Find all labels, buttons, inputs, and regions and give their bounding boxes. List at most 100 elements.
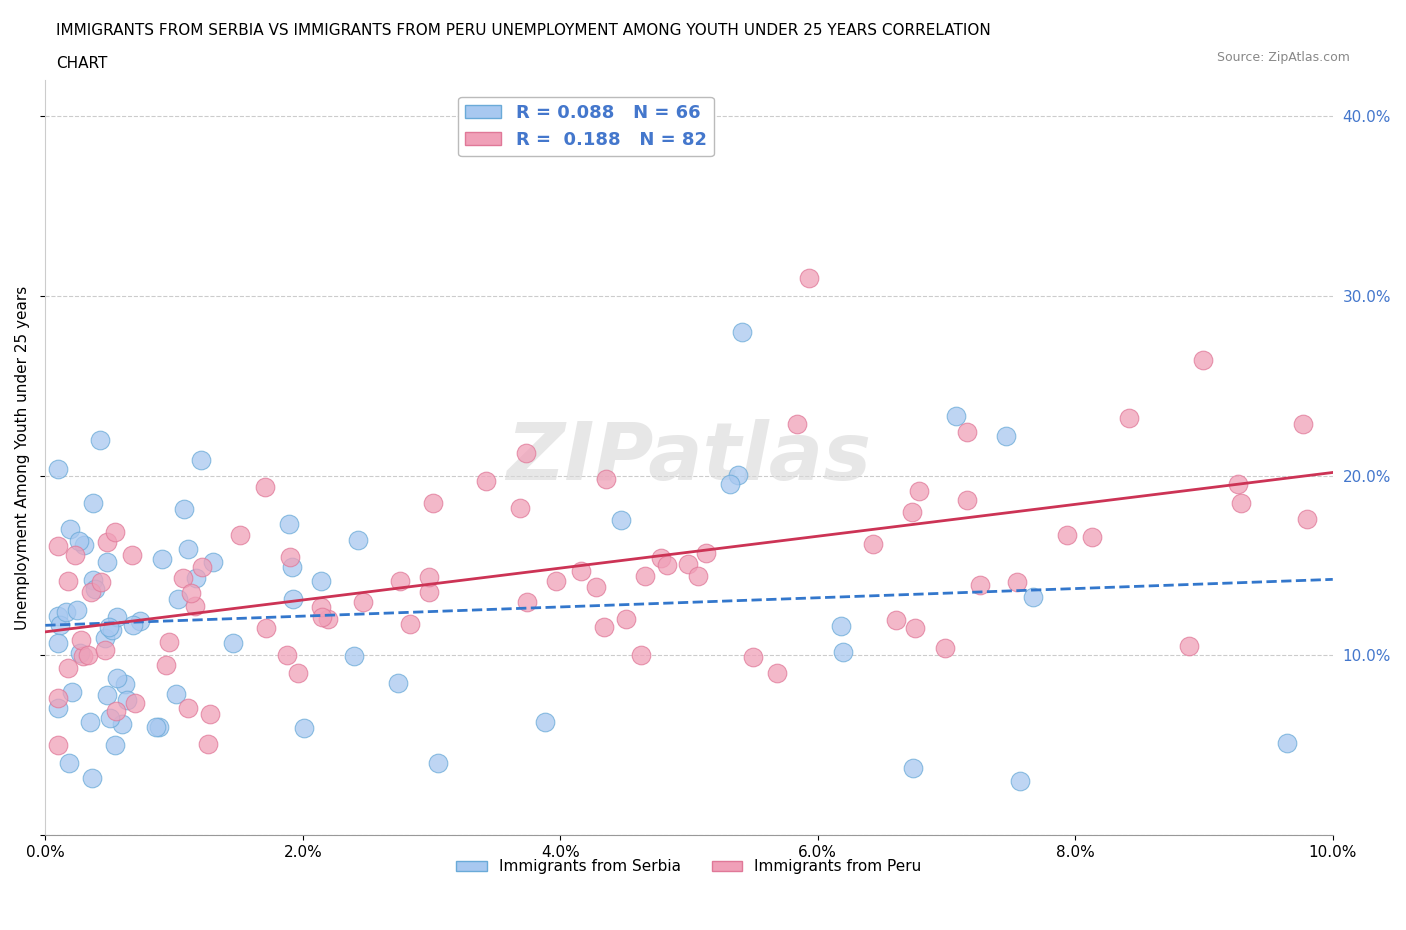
Point (287, 666, 309, 681)
Point (418, 585, 440, 600)
Point (945, 408, 967, 423)
Point (105, 609, 128, 624)
Point (934, 640, 956, 655)
Legend: Immigrants from Serbia, Immigrants from Peru: Immigrants from Serbia, Immigrants from … (450, 854, 928, 881)
Point (956, 424, 979, 439)
Y-axis label: Unemployment Among Youth under 25 years: Unemployment Among Youth under 25 years (15, 286, 30, 630)
Point (862, 537, 884, 551)
Point (515, 445, 537, 460)
Point (104, 738, 127, 753)
Point (831, 644, 853, 659)
Point (281, 591, 304, 606)
Point (634, 568, 657, 583)
Point (797, 271, 820, 286)
Point (82, 573, 104, 588)
Point (766, 666, 789, 681)
Point (254, 620, 277, 635)
Point (69, 645, 91, 660)
Point (46, 738, 69, 753)
Point (534, 715, 557, 730)
Point (655, 558, 678, 573)
Point (201, 554, 224, 569)
Point (516, 595, 538, 610)
Point (969, 578, 991, 592)
Point (128, 614, 150, 629)
Point (55, 604, 77, 619)
Point (686, 569, 709, 584)
Point (786, 417, 808, 432)
Point (121, 548, 143, 563)
Point (183, 598, 205, 613)
Point (177, 700, 200, 715)
Point (77, 647, 100, 662)
Point (593, 620, 616, 635)
Point (1080, 530, 1102, 545)
Point (148, 720, 170, 735)
Point (58, 756, 80, 771)
Point (46, 538, 69, 553)
Point (311, 610, 333, 625)
Point (650, 551, 672, 565)
Point (474, 473, 496, 488)
Point (96, 555, 118, 570)
Point (110, 717, 132, 732)
Point (155, 658, 177, 672)
Point (1008, 774, 1031, 789)
Point (101, 622, 124, 637)
Point (399, 617, 422, 631)
Point (1226, 476, 1249, 491)
Point (96, 688, 118, 703)
Point (1118, 411, 1140, 426)
Point (63, 548, 86, 563)
Point (830, 618, 852, 633)
Point (80, 584, 103, 599)
Point (197, 737, 219, 751)
Point (956, 493, 979, 508)
Point (630, 648, 652, 663)
Point (695, 546, 717, 561)
Point (1295, 512, 1317, 526)
Point (427, 756, 450, 771)
Point (46, 635, 69, 650)
Point (67, 533, 90, 548)
Point (69, 633, 91, 648)
Point (82, 496, 104, 511)
Point (89, 432, 111, 447)
Point (278, 549, 301, 564)
Point (190, 453, 212, 468)
Point (104, 525, 127, 539)
Point (79, 714, 101, 729)
Point (509, 501, 531, 516)
Point (49, 618, 72, 632)
Point (1230, 496, 1253, 511)
Point (343, 648, 366, 663)
Point (901, 761, 924, 776)
Point (731, 325, 754, 339)
Point (316, 611, 339, 626)
Point (98, 711, 121, 725)
Point (190, 560, 212, 575)
Point (173, 501, 195, 516)
Point (82, 770, 104, 785)
Point (72, 649, 94, 664)
Point (585, 579, 607, 594)
Point (292, 721, 315, 736)
Point (46, 461, 69, 476)
Point (46, 609, 69, 624)
Point (1192, 352, 1215, 367)
Point (157, 635, 180, 650)
Point (105, 671, 128, 685)
Point (387, 676, 409, 691)
Point (276, 648, 298, 663)
Point (311, 600, 333, 615)
Point (96, 535, 118, 550)
Point (546, 574, 568, 589)
Point (150, 551, 173, 566)
Point (679, 136, 702, 151)
Point (1022, 589, 1045, 604)
Point (718, 476, 741, 491)
Point (741, 649, 763, 664)
Point (1292, 417, 1315, 432)
Point (166, 591, 188, 606)
Text: Source: ZipAtlas.com: Source: ZipAtlas.com (1216, 51, 1350, 64)
